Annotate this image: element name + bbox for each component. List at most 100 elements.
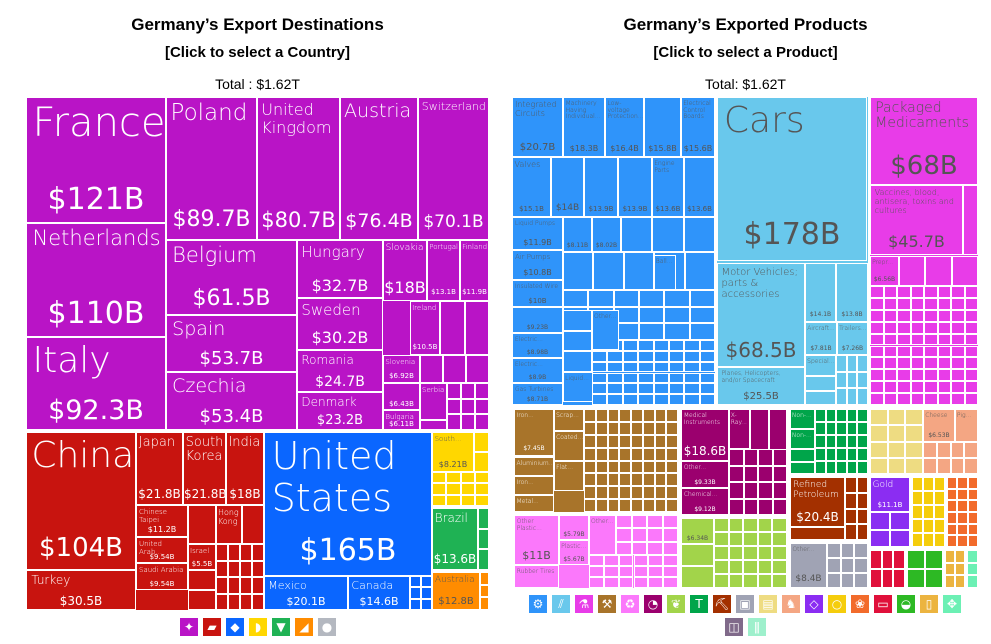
treemap-cell[interactable] bbox=[951, 321, 965, 334]
right-subtitle[interactable]: [Click to select a Product] bbox=[653, 44, 838, 61]
treemap-cell[interactable] bbox=[638, 394, 654, 405]
right-tile[interactable]: Other... $9.33B bbox=[681, 461, 729, 488]
right-tile[interactable]: Liquid Pumps $11.9B bbox=[512, 217, 563, 250]
right-tile[interactable]: Electric... $8.98B bbox=[512, 333, 563, 358]
treemap-cell[interactable] bbox=[840, 558, 855, 573]
treemap-cell[interactable] bbox=[607, 499, 620, 512]
right-tile[interactable]: Vaccines, blood, antisera, toxins and cu… bbox=[870, 185, 963, 255]
treemap-cell[interactable] bbox=[881, 569, 894, 588]
treemap-cell[interactable] bbox=[957, 488, 968, 501]
left-tile[interactable]: Australia $12.8B bbox=[432, 572, 480, 610]
treemap-cell[interactable] bbox=[474, 483, 489, 495]
treemap-cell[interactable] bbox=[790, 449, 815, 462]
treemap-cell[interactable] bbox=[827, 558, 841, 573]
leather-hide-icon[interactable]: ✥ bbox=[943, 595, 961, 613]
right-tile[interactable]: Refined Petroleum $20.4B bbox=[790, 477, 845, 527]
treemap-cell[interactable] bbox=[912, 477, 923, 491]
treemap-cell[interactable] bbox=[772, 574, 787, 588]
right-tile[interactable]: $8.02B bbox=[592, 217, 621, 252]
left-tile[interactable]: Sweden $30.2B bbox=[297, 298, 383, 350]
left-tile[interactable]: Czechia $53.4B bbox=[166, 372, 297, 430]
treemap-cell[interactable] bbox=[648, 577, 664, 588]
treemap-cell[interactable] bbox=[937, 286, 951, 298]
treemap-cell[interactable] bbox=[619, 499, 631, 512]
bottles-icon[interactable]: ǁ bbox=[748, 618, 766, 636]
treemap-cell[interactable] bbox=[584, 447, 596, 461]
treemap-cell[interactable] bbox=[446, 472, 461, 484]
treemap-cell[interactable] bbox=[870, 425, 888, 442]
treemap-cell[interactable] bbox=[584, 421, 596, 435]
treemap-cell[interactable] bbox=[945, 562, 955, 576]
treemap-cell[interactable] bbox=[616, 541, 632, 555]
treemap-cell[interactable] bbox=[883, 286, 897, 298]
treemap-cell[interactable] bbox=[964, 297, 978, 310]
treemap-cell[interactable] bbox=[846, 422, 858, 435]
treemap-cell[interactable] bbox=[642, 473, 655, 487]
treemap-cell[interactable] bbox=[887, 425, 906, 442]
treemap-cell[interactable] bbox=[638, 361, 654, 373]
treemap-cell[interactable] bbox=[668, 340, 685, 351]
left-tile[interactable]: India $18B bbox=[226, 432, 264, 505]
treemap-cell[interactable] bbox=[854, 558, 868, 573]
treemap-cell[interactable] bbox=[967, 550, 978, 563]
treemap-cell[interactable] bbox=[592, 361, 608, 373]
left-tile[interactable]: Mexico $20.1B bbox=[264, 576, 348, 610]
treemap-cell[interactable] bbox=[923, 505, 934, 519]
treemap-cell[interactable] bbox=[619, 473, 631, 487]
treemap-cell[interactable] bbox=[924, 393, 938, 405]
miscellaneous-box-icon[interactable]: ▣ bbox=[736, 595, 754, 613]
treemap-cell[interactable] bbox=[607, 447, 620, 461]
treemap-cell[interactable] bbox=[950, 442, 965, 458]
treemap-cell[interactable] bbox=[772, 560, 787, 574]
treemap-cell[interactable] bbox=[815, 448, 826, 461]
treemap-cell[interactable] bbox=[846, 409, 858, 422]
left-tile[interactable]: Japan $21.8B bbox=[136, 432, 183, 505]
treemap-cell[interactable] bbox=[924, 345, 938, 358]
treemap-cell[interactable] bbox=[951, 381, 965, 394]
left-tile[interactable]: Hong Kong bbox=[216, 505, 242, 544]
treemap-cell[interactable] bbox=[662, 528, 678, 542]
right-tile[interactable]: Scrap... bbox=[554, 409, 584, 431]
treemap-cell[interactable] bbox=[883, 297, 897, 310]
treemap-cell[interactable] bbox=[743, 482, 758, 499]
treemap-cell[interactable] bbox=[870, 309, 884, 322]
treemap-cell[interactable] bbox=[447, 414, 461, 430]
treemap-cell[interactable] bbox=[887, 457, 906, 474]
treemap-cell[interactable] bbox=[955, 575, 965, 588]
treemap-cell[interactable] bbox=[883, 369, 897, 382]
treemap-cell[interactable] bbox=[648, 566, 664, 577]
treemap-cell[interactable] bbox=[654, 421, 667, 435]
treemap-cell[interactable] bbox=[622, 394, 639, 405]
treemap-cell[interactable] bbox=[588, 290, 614, 307]
treemap-cell[interactable] bbox=[757, 532, 773, 546]
treemap-cell[interactable] bbox=[925, 256, 952, 286]
treemap-cell[interactable] bbox=[618, 555, 634, 566]
treemap-cell[interactable] bbox=[689, 306, 715, 324]
treemap-cell[interactable] bbox=[857, 409, 868, 422]
left-tile[interactable]: Serbia bbox=[420, 383, 447, 420]
left-tile[interactable]: Brazil $13.6B bbox=[432, 508, 478, 570]
treemap-cell[interactable] bbox=[825, 422, 837, 435]
treemap-cell[interactable] bbox=[870, 345, 884, 358]
right-tile[interactable]: Flat... bbox=[554, 461, 584, 491]
treemap-cell[interactable] bbox=[480, 572, 489, 585]
treemap-cell[interactable] bbox=[910, 297, 924, 310]
treemap-cell[interactable] bbox=[622, 340, 639, 351]
treemap-cell[interactable] bbox=[947, 512, 958, 524]
treemap-cell[interactable] bbox=[964, 333, 978, 346]
treemap-cell[interactable] bbox=[584, 409, 596, 422]
treemap-cell[interactable] bbox=[883, 357, 897, 370]
treemap-cell[interactable] bbox=[870, 529, 890, 547]
right-tile[interactable]: $14.1B bbox=[805, 263, 836, 322]
oceania-icon[interactable]: ◢ bbox=[295, 618, 313, 636]
treemap-cell[interactable] bbox=[684, 361, 700, 373]
treemap-cell[interactable] bbox=[631, 499, 643, 512]
right-tile[interactable]: Aircraft... $7.81B bbox=[805, 322, 837, 355]
treemap-cell[interactable] bbox=[475, 414, 489, 430]
right-tile[interactable]: Other... bbox=[589, 515, 616, 555]
treemap-cell[interactable] bbox=[592, 372, 608, 384]
treemap-cell[interactable] bbox=[642, 421, 655, 435]
right-tile[interactable]: Trailers... $7.26B bbox=[837, 322, 868, 355]
treemap-cell[interactable] bbox=[653, 394, 669, 405]
treemap-cell[interactable] bbox=[714, 546, 729, 560]
